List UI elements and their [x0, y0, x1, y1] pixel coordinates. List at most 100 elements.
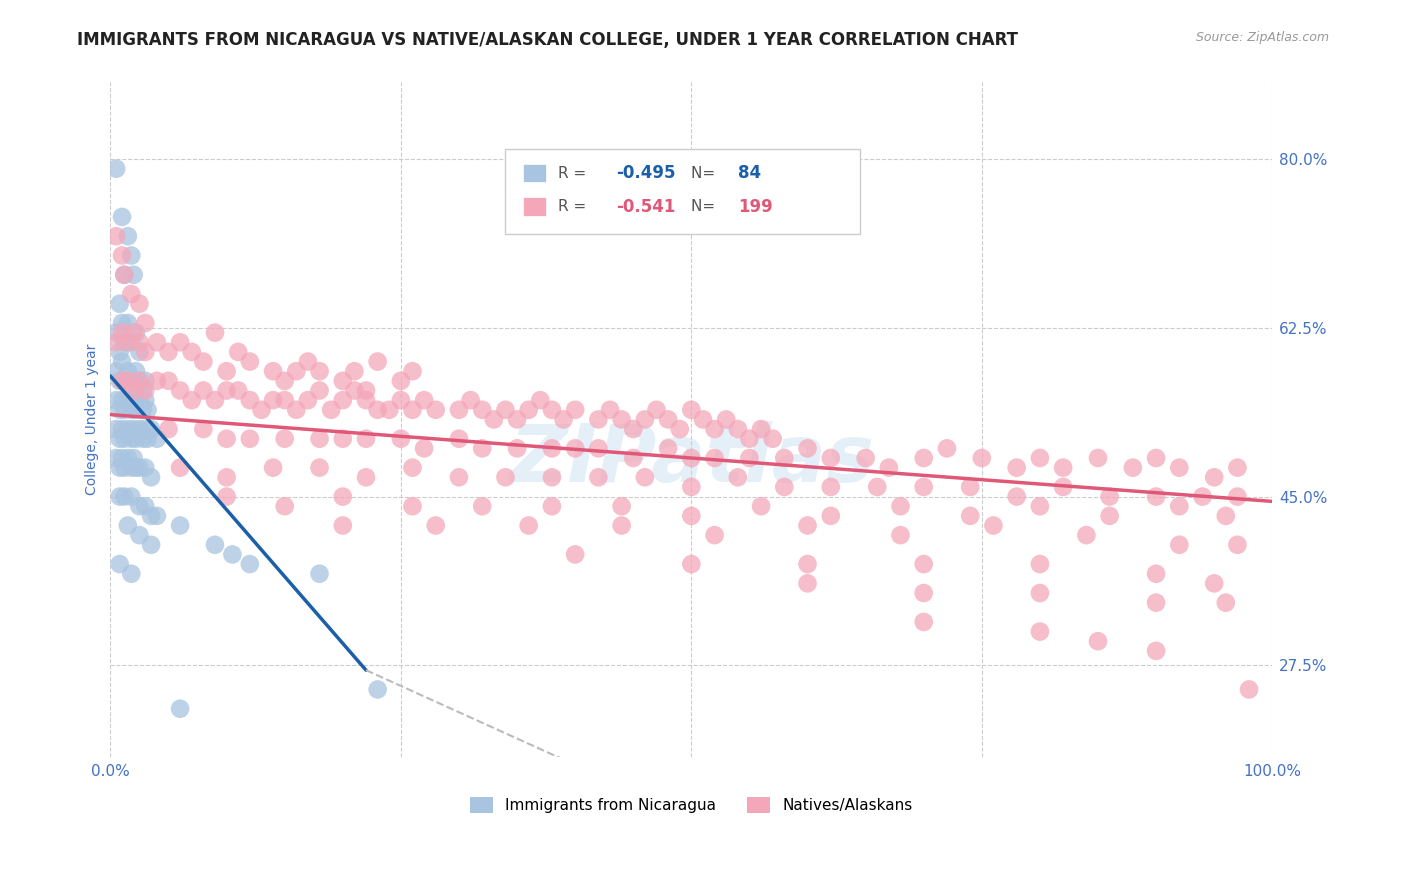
- Point: [354, 393, 377, 408]
- Point: [146, 432, 169, 446]
- Y-axis label: College, Under 1 year: College, Under 1 year: [86, 343, 100, 495]
- Point: [738, 450, 761, 465]
- Point: [401, 500, 423, 514]
- Point: [912, 480, 935, 494]
- Point: [681, 557, 703, 571]
- Point: [1215, 596, 1237, 610]
- Point: [367, 682, 389, 697]
- Point: [564, 442, 586, 456]
- Text: -0.541: -0.541: [616, 198, 675, 216]
- Point: [112, 490, 135, 504]
- Point: [588, 442, 610, 456]
- Point: [239, 354, 262, 368]
- Point: [889, 500, 911, 514]
- Point: [681, 508, 703, 523]
- Point: [120, 384, 142, 398]
- Point: [610, 412, 633, 426]
- Point: [125, 326, 148, 340]
- Point: [367, 354, 389, 368]
- Point: [796, 442, 818, 456]
- Point: [215, 490, 238, 504]
- Point: [332, 518, 354, 533]
- Text: ZIPatlas: ZIPatlas: [509, 421, 875, 499]
- Point: [983, 518, 1005, 533]
- Point: [389, 432, 412, 446]
- Point: [332, 490, 354, 504]
- Point: [471, 500, 494, 514]
- Point: [703, 528, 725, 542]
- Point: [517, 402, 540, 417]
- Point: [239, 432, 262, 446]
- Point: [1098, 508, 1121, 523]
- Point: [117, 335, 139, 350]
- Point: [273, 393, 295, 408]
- Point: [117, 450, 139, 465]
- Point: [1226, 490, 1249, 504]
- Text: N=: N=: [692, 199, 720, 214]
- Point: [169, 460, 191, 475]
- Point: [912, 586, 935, 600]
- Point: [134, 384, 156, 398]
- Point: [111, 422, 134, 436]
- Point: [111, 210, 134, 224]
- Point: [425, 402, 447, 417]
- Text: IMMIGRANTS FROM NICARAGUA VS NATIVE/ALASKAN COLLEGE, UNDER 1 YEAR CORRELATION CH: IMMIGRANTS FROM NICARAGUA VS NATIVE/ALAS…: [77, 31, 1018, 49]
- Point: [1226, 460, 1249, 475]
- Point: [273, 500, 295, 514]
- Point: [139, 508, 162, 523]
- Point: [703, 422, 725, 436]
- Point: [401, 364, 423, 378]
- Point: [482, 412, 505, 426]
- Point: [1005, 490, 1028, 504]
- Point: [180, 345, 202, 359]
- Text: N=: N=: [692, 166, 720, 180]
- Point: [796, 518, 818, 533]
- FancyBboxPatch shape: [523, 163, 546, 183]
- Point: [239, 557, 262, 571]
- Point: [122, 374, 145, 388]
- Point: [681, 480, 703, 494]
- Point: [564, 402, 586, 417]
- Point: [108, 460, 131, 475]
- Point: [970, 450, 993, 465]
- Point: [125, 402, 148, 417]
- Point: [634, 412, 657, 426]
- Point: [111, 354, 134, 368]
- Point: [866, 480, 889, 494]
- Point: [120, 432, 142, 446]
- Point: [132, 432, 155, 446]
- Point: [657, 412, 679, 426]
- Point: [1087, 634, 1109, 648]
- Point: [169, 335, 191, 350]
- Point: [820, 508, 842, 523]
- Point: [936, 442, 959, 456]
- Point: [128, 296, 150, 310]
- Point: [122, 393, 145, 408]
- Point: [157, 374, 180, 388]
- Point: [912, 450, 935, 465]
- Point: [139, 538, 162, 552]
- Point: [108, 432, 131, 446]
- Point: [308, 432, 330, 446]
- Point: [354, 384, 377, 398]
- Point: [471, 402, 494, 417]
- Point: [136, 402, 159, 417]
- Point: [108, 402, 131, 417]
- Point: [112, 268, 135, 282]
- Point: [226, 384, 249, 398]
- Point: [128, 374, 150, 388]
- Point: [122, 422, 145, 436]
- Point: [668, 422, 690, 436]
- Point: [128, 345, 150, 359]
- Point: [506, 442, 529, 456]
- Point: [132, 384, 155, 398]
- Point: [239, 393, 262, 408]
- Point: [112, 402, 135, 417]
- Point: [564, 548, 586, 562]
- Point: [128, 460, 150, 475]
- Point: [727, 470, 749, 484]
- Point: [912, 557, 935, 571]
- Point: [634, 470, 657, 484]
- Point: [447, 402, 470, 417]
- Text: Source: ZipAtlas.com: Source: ZipAtlas.com: [1195, 31, 1329, 45]
